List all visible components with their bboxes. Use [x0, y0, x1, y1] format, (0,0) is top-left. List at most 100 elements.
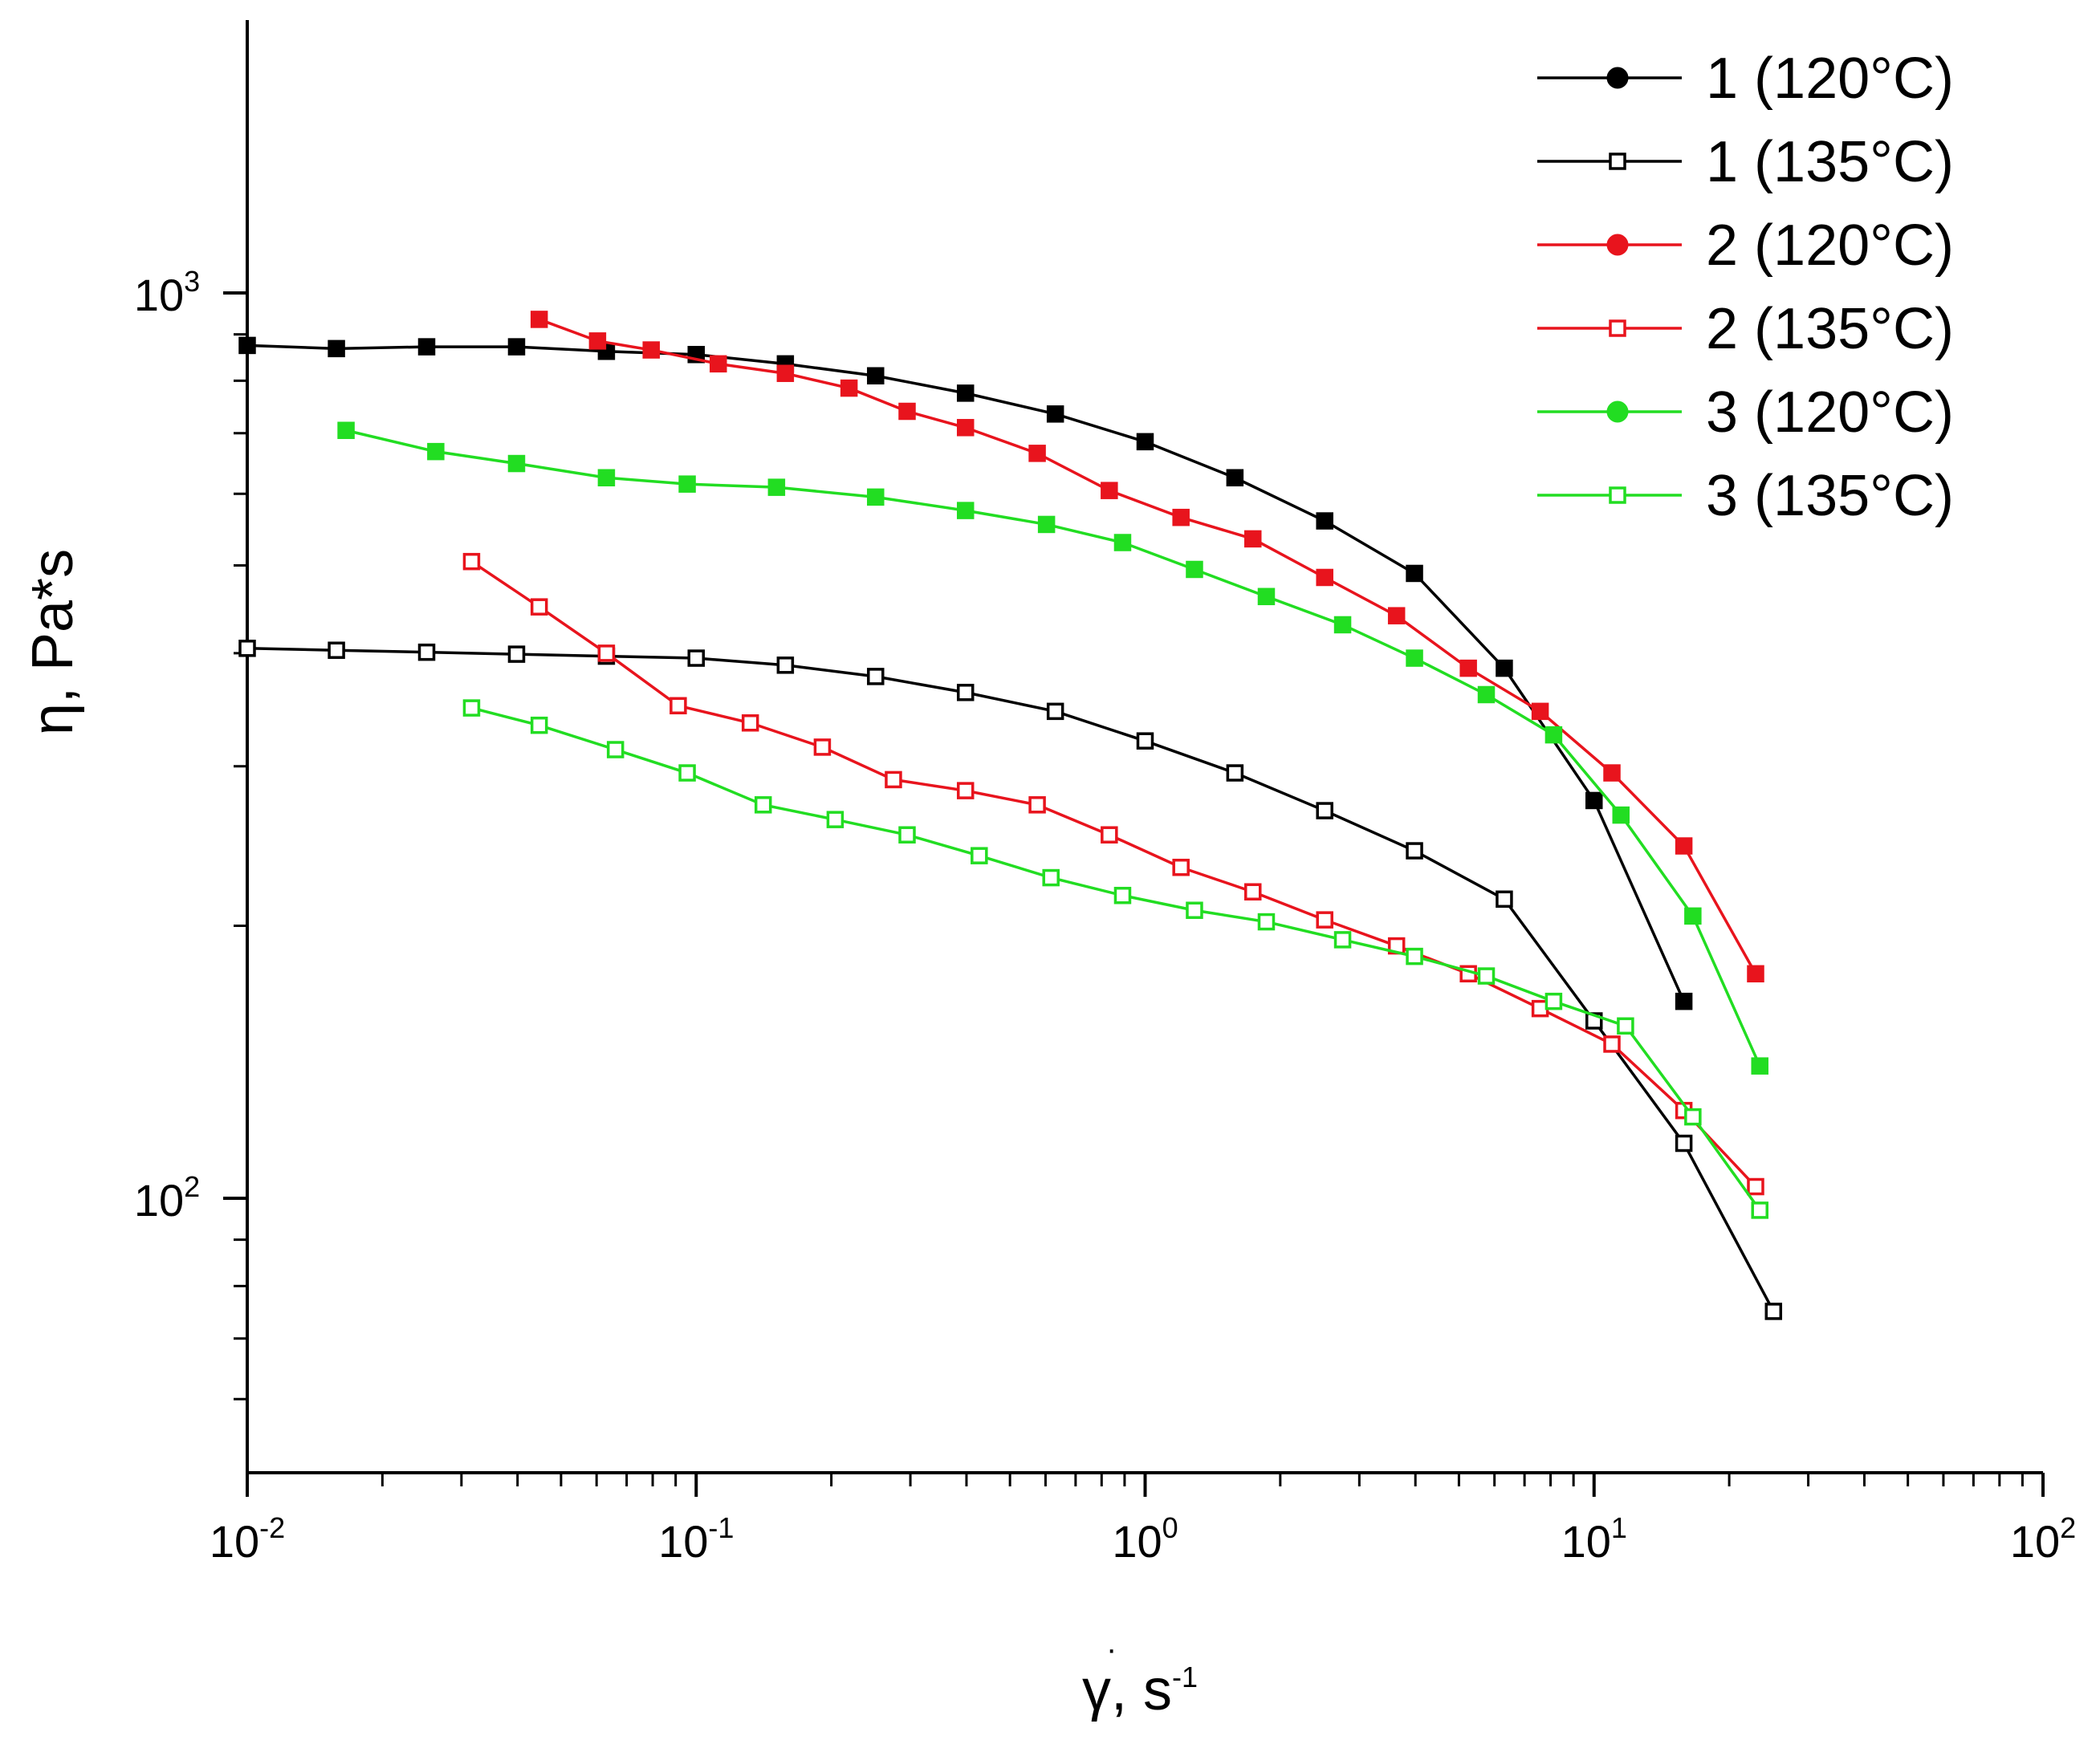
- data-point: [1496, 659, 1513, 677]
- data-point: [1243, 530, 1262, 548]
- data-point: [1113, 534, 1132, 551]
- data-point: [1046, 405, 1064, 423]
- legend-marker: [1606, 67, 1629, 89]
- series-6: [462, 699, 1768, 1219]
- data-point: [507, 454, 526, 473]
- data-point: [1257, 913, 1276, 931]
- data-point: [507, 645, 526, 663]
- data-point: [1028, 796, 1046, 814]
- x-axis-unit-exp: -1: [1172, 1661, 1198, 1693]
- y-tick-label: 102: [134, 1170, 200, 1226]
- data-point: [588, 332, 607, 350]
- legend-marker: [1609, 486, 1626, 504]
- data-point: [1316, 512, 1333, 530]
- data-point: [1316, 802, 1333, 819]
- data-point: [956, 502, 975, 519]
- data-point: [1747, 1177, 1764, 1196]
- data-point: [867, 668, 885, 685]
- data-point: [741, 713, 759, 732]
- legend-marker: [1609, 319, 1626, 337]
- data-point: [1136, 732, 1154, 750]
- data-point: [1028, 445, 1046, 462]
- data-point: [337, 421, 355, 439]
- data-point: [642, 341, 660, 359]
- data-point: [1101, 826, 1118, 844]
- legend-label: 3 (135°C): [1706, 464, 1954, 528]
- data-point: [1617, 1017, 1634, 1035]
- data-point: [1477, 685, 1496, 704]
- series-line: [470, 560, 1757, 1188]
- legend-item: 3 (120°C): [1537, 380, 1954, 445]
- series-line: [246, 647, 1775, 1312]
- data-point: [678, 764, 696, 782]
- x-tick-label: 10-1: [658, 1511, 734, 1567]
- data-point: [1675, 837, 1693, 855]
- data-point: [1684, 1108, 1702, 1126]
- data-point: [1544, 726, 1563, 744]
- data-point: [1042, 868, 1060, 887]
- data-point: [1316, 911, 1333, 929]
- legend-label: 3 (120°C): [1706, 380, 1954, 445]
- data-point: [1675, 992, 1693, 1010]
- data-point: [1684, 907, 1702, 925]
- legend-label: 1 (120°C): [1706, 47, 1954, 111]
- data-point: [1675, 1134, 1693, 1153]
- x-tick-label: 100: [1112, 1511, 1178, 1567]
- data-point: [1226, 764, 1244, 782]
- data-point: [1747, 965, 1764, 983]
- data-point: [1531, 702, 1549, 721]
- series-4: [462, 552, 1764, 1196]
- data-point: [530, 311, 548, 328]
- x-axis-label: γ, s-1: [1082, 1658, 1198, 1722]
- data-point: [1751, 1201, 1768, 1219]
- series-5: [337, 421, 1768, 1075]
- data-point: [898, 402, 916, 421]
- data-point: [1243, 883, 1262, 900]
- y-tick-label: 103: [134, 265, 200, 320]
- legend-item: 1 (135°C): [1537, 130, 1954, 194]
- series-line: [539, 318, 1757, 975]
- data-point: [1136, 433, 1154, 451]
- legend-label: 2 (135°C): [1706, 297, 1954, 361]
- data-point: [238, 640, 256, 657]
- data-point: [669, 697, 687, 715]
- data-point: [530, 598, 548, 616]
- series-1: [238, 336, 1693, 1010]
- data-point: [1477, 967, 1496, 985]
- data-point: [885, 770, 902, 789]
- data-point: [867, 367, 885, 384]
- data-point: [1544, 992, 1563, 1010]
- legend-marker: [1606, 400, 1629, 423]
- series-layer: [238, 311, 1783, 1320]
- data-point: [1585, 791, 1603, 810]
- data-point: [597, 644, 616, 662]
- legend-item: 2 (120°C): [1537, 213, 1954, 278]
- data-point: [1612, 806, 1630, 824]
- data-point: [1603, 764, 1621, 782]
- data-point: [1046, 702, 1064, 721]
- data-point: [956, 782, 975, 799]
- data-point: [1406, 842, 1423, 860]
- axes: 10-2 10-1 100 101 102 103 102: [134, 20, 2076, 1567]
- data-point: [328, 641, 345, 659]
- legend-marker: [1606, 234, 1629, 256]
- legend-item: 1 (120°C): [1537, 47, 1954, 111]
- series-2: [238, 640, 1783, 1320]
- data-point: [238, 336, 256, 355]
- data-point: [687, 649, 705, 667]
- data-point: [1333, 931, 1352, 949]
- data-point: [971, 847, 988, 864]
- data-point: [826, 811, 844, 828]
- data-point: [776, 364, 795, 382]
- data-point: [678, 475, 696, 493]
- x-axis-unit: , s: [1111, 1658, 1172, 1722]
- data-point: [417, 643, 436, 661]
- data-point: [1406, 947, 1423, 966]
- data-point: [417, 338, 436, 356]
- legend-marker: [1609, 152, 1626, 170]
- data-point: [462, 699, 481, 717]
- x-tick-label: 101: [1561, 1511, 1627, 1567]
- data-point: [597, 469, 616, 486]
- data-point: [840, 379, 858, 397]
